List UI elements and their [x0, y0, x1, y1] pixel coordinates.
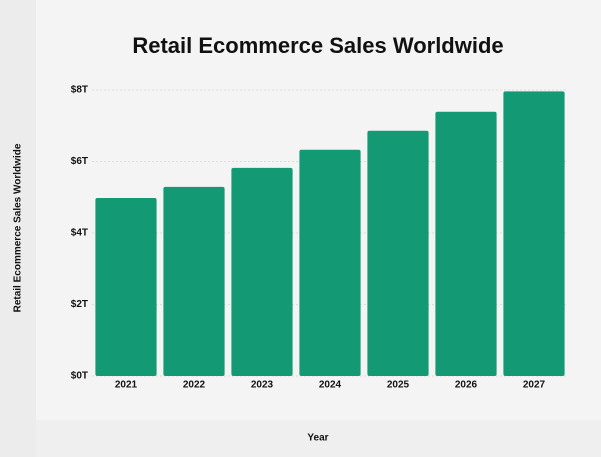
- x-tick-label: 2027: [523, 380, 546, 391]
- y-tick-label: $0T: [71, 371, 88, 382]
- x-tick-label: 2022: [183, 380, 206, 391]
- bar: [435, 111, 497, 377]
- y-tick-label: $2T: [71, 299, 88, 310]
- bar: [231, 167, 293, 376]
- x-axis-label: Year: [307, 433, 328, 444]
- y-tick-label: $6T: [71, 156, 88, 167]
- x-tick-label: 2026: [455, 380, 478, 391]
- bottom-strip: [36, 420, 601, 457]
- bar: [163, 186, 225, 376]
- y-axis-label: Retail Ecommerce Sales Worldwide: [13, 143, 24, 312]
- y-tick-label: $4T: [71, 228, 88, 239]
- bar: [95, 197, 157, 376]
- x-tick-label: 2024: [319, 380, 342, 391]
- y-tick-label: $8T: [71, 85, 88, 96]
- chart-title: Retail Ecommerce Sales Worldwide: [132, 33, 503, 58]
- left-strip: [0, 0, 36, 457]
- bar: [367, 130, 429, 376]
- x-tick-label: 2021: [115, 380, 138, 391]
- x-tick-label: 2023: [251, 380, 274, 391]
- x-tick-label: 2025: [387, 380, 410, 391]
- bar: [299, 149, 361, 376]
- bar: [503, 91, 565, 377]
